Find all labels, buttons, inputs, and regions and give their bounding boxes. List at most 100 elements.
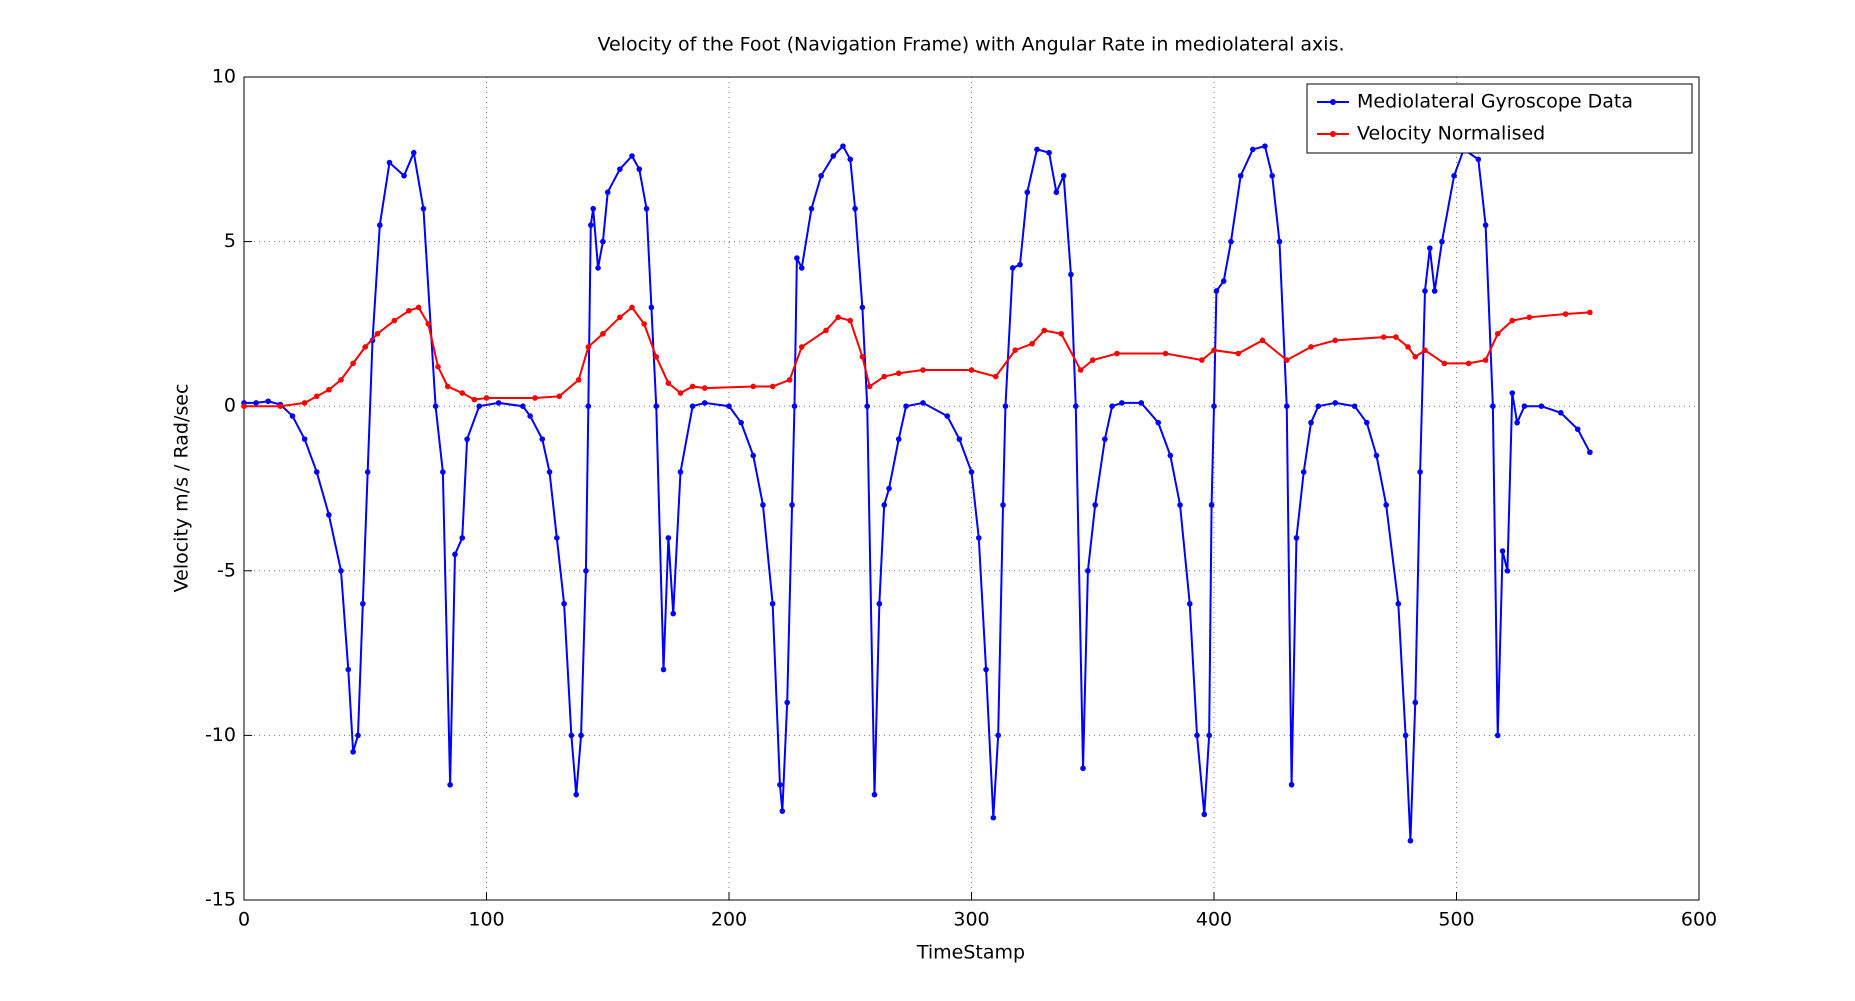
data-point: [1373, 452, 1380, 459]
x-tick-label: 400: [1196, 909, 1232, 931]
data-point: [629, 153, 635, 159]
data-point: [760, 502, 766, 508]
data-point: [1235, 350, 1242, 357]
data-point: [903, 403, 909, 410]
data-point: [738, 419, 744, 426]
data-point: [864, 403, 871, 410]
data-point: [1407, 837, 1414, 844]
data-point: [241, 403, 247, 410]
data-point: [1538, 403, 1545, 410]
data-point: [1060, 172, 1067, 179]
data-point: [701, 385, 708, 391]
data-point: [532, 395, 538, 401]
data-point: [1206, 732, 1212, 739]
data-point: [1422, 288, 1428, 294]
data-point: [1077, 367, 1084, 373]
data-point: [975, 535, 982, 541]
data-point: [585, 344, 592, 350]
data-point: [1574, 426, 1581, 433]
x-tick-label: 300: [953, 909, 989, 931]
data-point: [859, 304, 866, 311]
data-point: [595, 265, 601, 271]
data-point: [1315, 403, 1322, 410]
data-point: [459, 535, 466, 541]
data-point: [1201, 811, 1208, 818]
data-point: [364, 469, 371, 475]
data-point: [1475, 156, 1482, 163]
data-point: [847, 317, 854, 324]
legend: Mediolateral Gyroscope Data Velocity Norm…: [1306, 83, 1693, 154]
data-point: [784, 699, 790, 706]
y-tick-label: 0: [224, 395, 236, 417]
data-point: [983, 666, 989, 673]
axes-box: [243, 76, 1700, 901]
data-point: [350, 360, 356, 367]
data-point: [1405, 344, 1411, 350]
data-point: [1276, 238, 1283, 245]
data-point: [660, 666, 667, 673]
data-point: [374, 330, 381, 337]
data-point: [1058, 330, 1065, 337]
data-point: [1068, 271, 1074, 278]
data-point: [920, 400, 926, 406]
data-point: [1402, 732, 1409, 739]
y-tick-label: 10: [212, 66, 236, 88]
data-point: [1211, 347, 1217, 354]
data-point: [1262, 143, 1268, 149]
data-point: [689, 403, 696, 410]
data-point: [590, 205, 596, 212]
data-point: [1521, 403, 1528, 410]
data-point: [835, 314, 841, 321]
data-point: [789, 502, 795, 508]
data-point: [1490, 403, 1496, 410]
data-point: [944, 413, 951, 419]
data-point: [447, 781, 453, 788]
data-point: [1092, 502, 1098, 508]
data-point: [830, 153, 837, 159]
data-point: [859, 354, 866, 360]
data-point: [1422, 347, 1428, 354]
legend-box: [1306, 83, 1693, 154]
legend-label: Velocity Normalised: [1357, 123, 1545, 145]
data-point: [665, 535, 672, 541]
data-point: [1351, 403, 1358, 410]
data-point: [769, 600, 776, 607]
data-point: [1228, 238, 1234, 245]
data-point: [561, 600, 567, 607]
data-point: [1009, 265, 1016, 271]
data-point: [476, 403, 483, 410]
data-point: [726, 403, 732, 410]
data-point: [1308, 419, 1314, 426]
data-point: [1024, 189, 1031, 196]
data-point: [1138, 400, 1145, 406]
data-point: [313, 393, 320, 400]
data-point: [1194, 732, 1200, 739]
data-point: [1080, 765, 1086, 772]
data-point: [360, 600, 366, 607]
data-point: [791, 403, 798, 410]
data-point: [1300, 469, 1307, 475]
y-tick-label: -5: [217, 559, 236, 581]
data-point: [1213, 288, 1220, 294]
data-point: [350, 749, 356, 755]
data-point: [1504, 568, 1511, 574]
data-point: [1053, 189, 1060, 196]
y-axis-label: Velocity m/s / Rad/sec: [171, 384, 193, 593]
data-point: [578, 732, 584, 739]
data-point: [968, 469, 975, 475]
data-point: [1417, 469, 1423, 475]
data-point: [452, 551, 458, 558]
data-point: [1155, 419, 1162, 426]
series-line: [244, 144, 1591, 841]
data-point: [798, 265, 805, 271]
chart-title: Velocity of the Foot (Navigation Frame) …: [597, 34, 1344, 56]
data-point: [386, 159, 393, 166]
data-point: [1046, 149, 1052, 156]
data-point: [1587, 309, 1593, 316]
data-point: [600, 330, 606, 337]
data-point: [313, 469, 320, 475]
y-tick-label: 5: [224, 230, 236, 252]
data-point: [338, 377, 344, 383]
data-point: [1509, 317, 1516, 324]
data-point: [840, 143, 846, 149]
